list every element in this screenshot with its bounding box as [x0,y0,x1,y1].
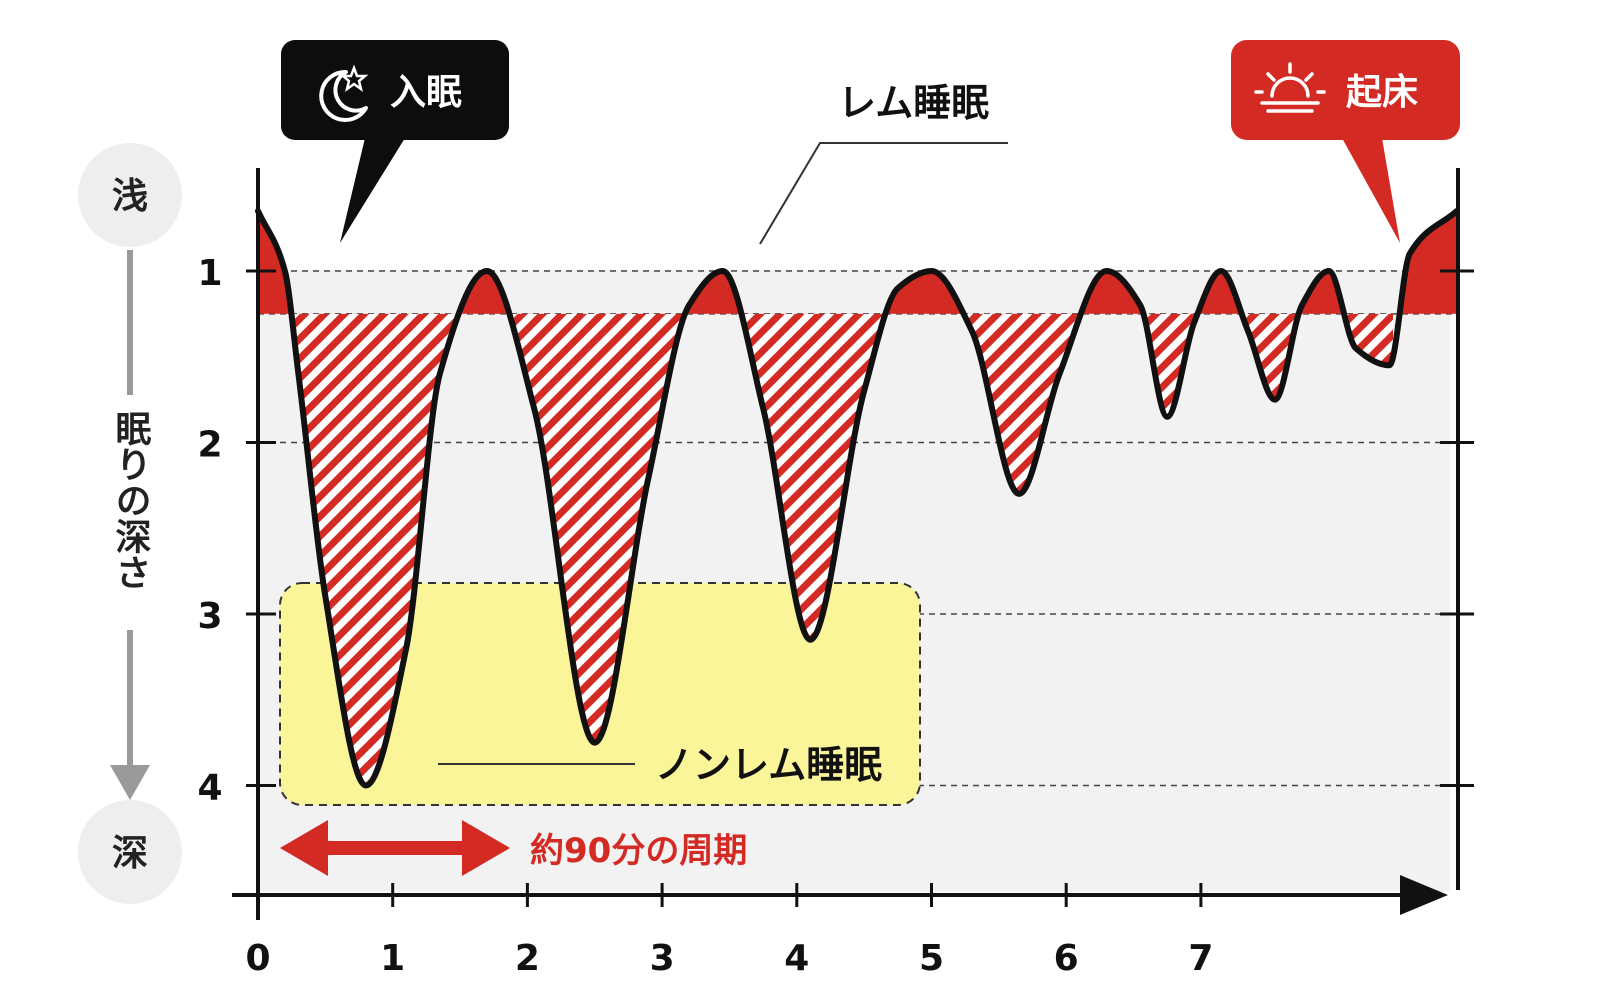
y-tick-label: 1 [197,253,222,294]
x-tick-label: 3 [650,938,675,979]
x-tick-label: 5 [919,938,944,979]
x-tick-label: 1 [380,938,405,979]
depth-arrowhead [110,765,150,800]
depth-axis-label: 眠りの深さ [110,410,152,590]
cycle-label: 約90分の周期 [530,831,747,871]
deep-label: 深 [112,833,148,874]
y-tick-label: 3 [197,596,222,637]
sleep-depth-curve [255,208,1460,789]
sunrise-icon [1254,62,1326,113]
y-tick-label: 2 [197,425,222,466]
shallow-label: 浅 [112,176,148,217]
rem-label: レム睡眠 [838,81,989,125]
wake-up-callout: 起床 [1231,40,1460,243]
x-tick-label: 4 [784,938,809,979]
sleep-onset-label: 入眠 [390,72,462,113]
deep-circle [78,800,182,904]
wake-up-label: 起床 [1346,72,1418,113]
x-axis-arrowhead [1400,875,1448,915]
moon-star-icon [319,64,369,122]
rem-filled-area [258,211,1457,314]
axis-ticks [246,269,1474,907]
x-tick-label: 7 [1188,938,1213,979]
shallow-circle [78,143,182,247]
x-tick-label: 2 [515,938,540,979]
cycle-double-arrow [280,820,510,876]
rem-leader-line [759,142,1008,245]
y-tick-label: 4 [197,768,222,809]
nonrem-label: ノンレム睡眠 [655,743,882,787]
x-tick-label: 6 [1054,938,1079,979]
sleep-onset-callout: 入眠 [281,40,509,243]
x-tick-label: 0 [245,938,270,979]
